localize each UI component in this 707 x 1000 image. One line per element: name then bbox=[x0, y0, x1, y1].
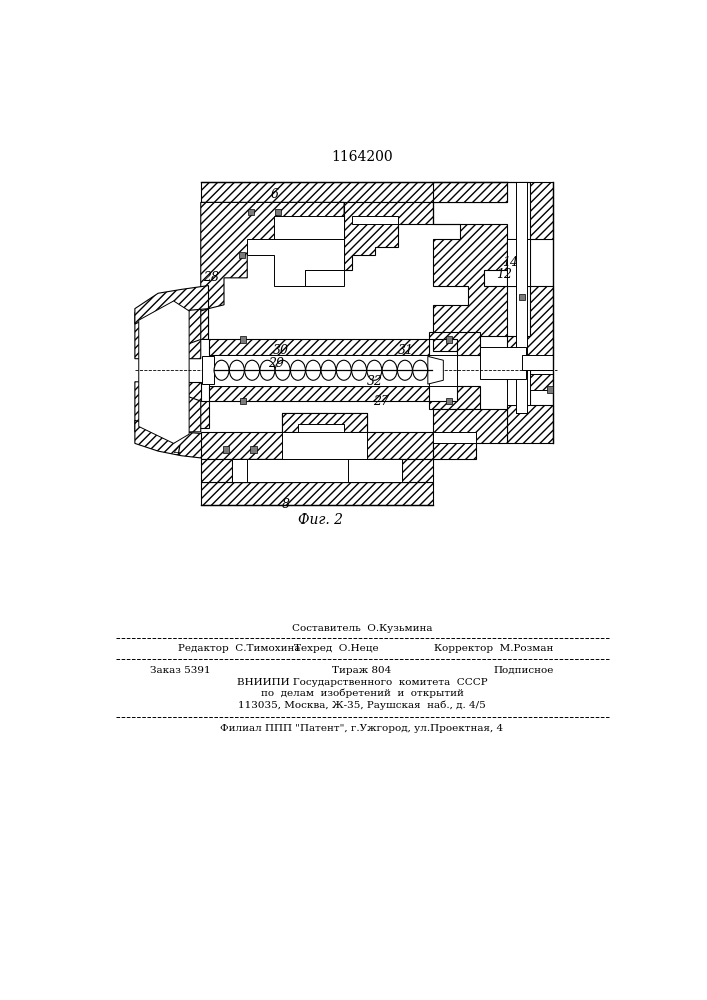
Text: 27: 27 bbox=[373, 395, 390, 408]
Polygon shape bbox=[209, 355, 429, 386]
Polygon shape bbox=[201, 182, 507, 202]
Text: Заказ 5391: Заказ 5391 bbox=[151, 666, 211, 675]
Ellipse shape bbox=[229, 360, 245, 380]
Ellipse shape bbox=[351, 360, 366, 380]
Ellipse shape bbox=[305, 360, 321, 380]
Polygon shape bbox=[298, 424, 344, 459]
Text: Филиал ППП "Патент", г.Ужгород, ул.Проектная, 4: Филиал ППП "Патент", г.Ужгород, ул.Проек… bbox=[221, 724, 503, 733]
Ellipse shape bbox=[382, 360, 397, 380]
Polygon shape bbox=[201, 459, 433, 482]
Polygon shape bbox=[433, 182, 507, 351]
Polygon shape bbox=[282, 432, 368, 459]
Text: Фиг. 2: Фиг. 2 bbox=[298, 513, 344, 527]
Bar bbox=[248, 209, 255, 215]
Text: ВНИИПИ Государственного  комитета  СССР: ВНИИПИ Государственного комитета СССР bbox=[237, 678, 487, 687]
Ellipse shape bbox=[260, 360, 275, 380]
Polygon shape bbox=[522, 374, 554, 389]
Polygon shape bbox=[368, 459, 402, 482]
Polygon shape bbox=[135, 309, 201, 359]
Polygon shape bbox=[146, 309, 209, 359]
Text: 12: 12 bbox=[496, 267, 513, 280]
Text: 4: 4 bbox=[173, 445, 182, 458]
Polygon shape bbox=[274, 216, 344, 239]
Polygon shape bbox=[429, 386, 480, 409]
Text: 29: 29 bbox=[268, 357, 284, 370]
Polygon shape bbox=[507, 182, 554, 443]
Polygon shape bbox=[522, 355, 554, 370]
Text: Тираж 804: Тираж 804 bbox=[332, 666, 392, 675]
Bar bbox=[240, 336, 247, 343]
Text: 30: 30 bbox=[273, 344, 288, 358]
Polygon shape bbox=[135, 382, 201, 432]
Polygon shape bbox=[201, 482, 433, 505]
Text: Составитель  О.Кузьмина: Составитель О.Кузьмина bbox=[292, 624, 432, 633]
Ellipse shape bbox=[397, 360, 412, 380]
Text: 8: 8 bbox=[282, 498, 290, 512]
Polygon shape bbox=[247, 459, 348, 482]
Ellipse shape bbox=[291, 360, 305, 380]
Polygon shape bbox=[201, 413, 433, 459]
Ellipse shape bbox=[413, 360, 428, 380]
Text: Подписное: Подписное bbox=[493, 666, 554, 675]
Bar bbox=[239, 252, 245, 258]
Text: Корректор  М.Розман: Корректор М.Розман bbox=[434, 644, 554, 653]
Polygon shape bbox=[202, 356, 214, 384]
Ellipse shape bbox=[214, 360, 229, 380]
Bar bbox=[445, 398, 452, 404]
Bar bbox=[519, 294, 525, 300]
Ellipse shape bbox=[245, 360, 259, 380]
Polygon shape bbox=[429, 332, 480, 355]
Polygon shape bbox=[135, 286, 209, 324]
Polygon shape bbox=[135, 420, 209, 459]
Polygon shape bbox=[433, 409, 507, 459]
Polygon shape bbox=[428, 356, 443, 384]
Polygon shape bbox=[352, 216, 398, 224]
Polygon shape bbox=[433, 432, 476, 443]
Polygon shape bbox=[282, 413, 368, 459]
Polygon shape bbox=[480, 347, 526, 379]
Ellipse shape bbox=[321, 360, 336, 380]
Text: 1164200: 1164200 bbox=[331, 150, 393, 164]
Text: 14: 14 bbox=[502, 256, 518, 269]
Text: 31: 31 bbox=[398, 344, 414, 358]
Text: Редактор  С.Тимохина: Редактор С.Тимохина bbox=[177, 644, 300, 653]
Ellipse shape bbox=[367, 360, 382, 380]
Polygon shape bbox=[209, 339, 429, 355]
Text: 32: 32 bbox=[367, 375, 383, 388]
Text: по  делам  изобретений  и  открытий: по делам изобретений и открытий bbox=[260, 689, 463, 698]
Polygon shape bbox=[516, 182, 527, 413]
Polygon shape bbox=[429, 355, 457, 386]
Text: Техред  О.Неце: Техред О.Неце bbox=[294, 644, 379, 653]
Bar bbox=[250, 446, 257, 453]
Polygon shape bbox=[232, 459, 402, 482]
Polygon shape bbox=[232, 459, 282, 482]
Bar bbox=[547, 386, 554, 393]
Polygon shape bbox=[214, 356, 428, 384]
Bar bbox=[223, 446, 230, 453]
Text: 113035, Москва, Ж-35, Раушская  наб., д. 4/5: 113035, Москва, Ж-35, Раушская наб., д. … bbox=[238, 700, 486, 710]
Polygon shape bbox=[139, 301, 189, 443]
Polygon shape bbox=[507, 239, 530, 286]
Bar bbox=[275, 209, 281, 215]
Polygon shape bbox=[247, 239, 344, 286]
Polygon shape bbox=[507, 359, 530, 405]
Bar bbox=[445, 336, 452, 343]
Polygon shape bbox=[305, 270, 344, 286]
Polygon shape bbox=[201, 202, 344, 339]
Ellipse shape bbox=[337, 360, 351, 380]
Ellipse shape bbox=[275, 360, 290, 380]
Polygon shape bbox=[209, 386, 429, 401]
Text: 6: 6 bbox=[270, 188, 279, 201]
Text: 28: 28 bbox=[203, 271, 219, 284]
Polygon shape bbox=[344, 202, 433, 270]
Bar bbox=[240, 398, 247, 404]
Polygon shape bbox=[146, 382, 209, 428]
